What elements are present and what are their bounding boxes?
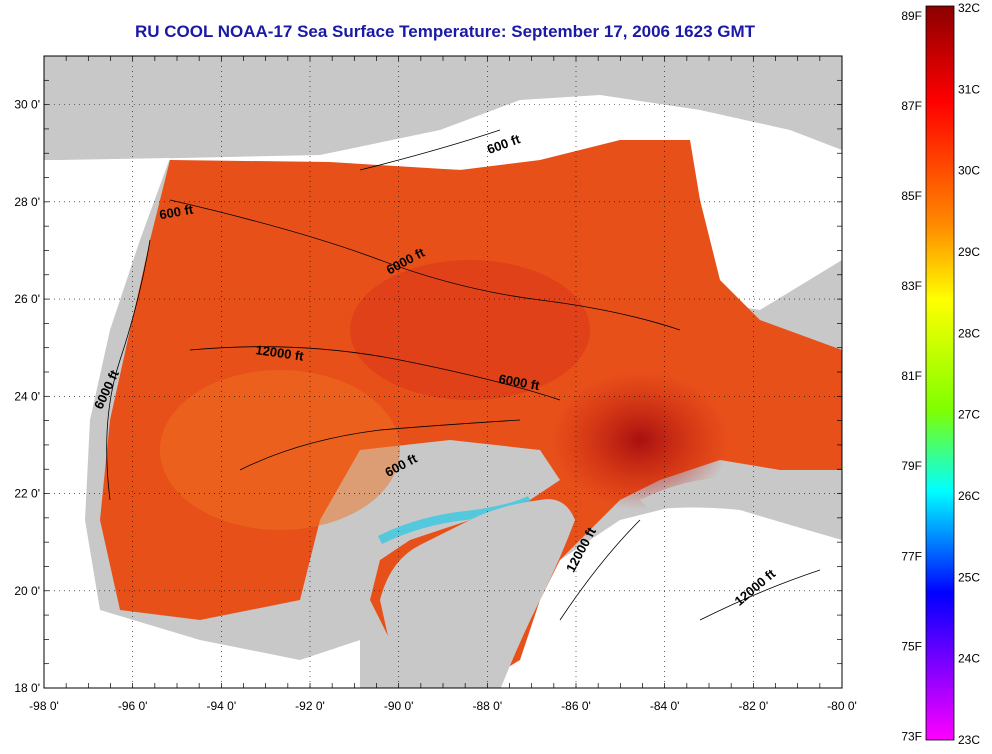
map-title: RU COOL NOAA-17 Sea Surface Temperature:… [134, 22, 756, 41]
grid-lines [44, 56, 842, 688]
contour-label: 600 ft [158, 202, 195, 223]
contour-label: 6000 ft [498, 371, 542, 393]
colorbar-celsius-labels: 32C 31C 30C 29C 28C 27C 26C 25C 24C 23C [958, 1, 980, 747]
sst-field [100, 140, 842, 688]
colorbar-c-label: 30C [958, 164, 980, 178]
cloud-area-west [44, 158, 360, 688]
lat-tick-label: 22 0' [14, 487, 40, 501]
lon-tick-label: -80 0' [827, 699, 857, 713]
lon-tick-label: -88 0' [473, 699, 503, 713]
lon-ticks: -98 0' -96 0' -94 0' -92 0' -90 0' -88 0' -86 … [29, 56, 857, 713]
colorbar-c-label: 25C [958, 570, 980, 584]
lat-tick-label: 28 0' [14, 195, 40, 209]
colorbar-f-label: 79F [901, 459, 922, 473]
colorbar-c-label: 28C [958, 326, 980, 340]
lon-tick-label: -96 0' [118, 699, 148, 713]
colorbar-fahrenheit-labels: 89F 87F 85F 83F 81F 79F 77F 75F 73F [901, 9, 922, 743]
colorbar-c-label: 32C [958, 1, 980, 15]
lon-tick-label: -90 0' [384, 699, 414, 713]
lat-tick-label: 26 0' [14, 292, 40, 306]
lon-tick-label: -94 0' [207, 699, 237, 713]
colorbar [925, 5, 955, 741]
lon-tick-label: -98 0' [29, 699, 59, 713]
lon-tick-label: -84 0' [650, 699, 680, 713]
colorbar-f-label: 81F [901, 369, 922, 383]
lon-tick-label: -86 0' [561, 699, 591, 713]
lat-ticks: 30 0' 28 0' 26 0' 24 0' 22 0' 20 0' 18 0' [14, 55, 842, 695]
lon-tick-label: -92 0' [295, 699, 325, 713]
colorbar-c-label: 24C [958, 652, 980, 666]
cloud-area-south [470, 500, 842, 688]
colorbar-c-label: 31C [958, 82, 980, 96]
lat-tick-label: 24 0' [14, 389, 40, 403]
colorbar-f-label: 85F [901, 189, 922, 203]
colorbar-c-label: 23C [958, 733, 980, 747]
lat-tick-label: 18 0' [14, 681, 40, 695]
yucatan-land [380, 499, 575, 688]
lat-tick-label: 20 0' [14, 584, 40, 598]
colorbar-f-label: 89F [901, 9, 922, 23]
colorbar-c-label: 27C [958, 408, 980, 422]
colorbar-f-label: 83F [901, 279, 922, 293]
lat-tick-label: 30 0' [14, 98, 40, 112]
colorbar-f-label: 87F [901, 99, 922, 113]
lon-tick-label: -82 0' [739, 699, 769, 713]
contour-label: 12000 ft [255, 342, 306, 364]
colorbar-c-label: 29C [958, 245, 980, 259]
colorbar-f-label: 77F [901, 549, 922, 563]
warm-core [550, 370, 730, 510]
colorbar-f-label: 73F [901, 729, 922, 743]
colorbar-f-label: 75F [901, 639, 922, 653]
colorbar-c-label: 26C [958, 489, 980, 503]
cuba-land [640, 477, 842, 540]
